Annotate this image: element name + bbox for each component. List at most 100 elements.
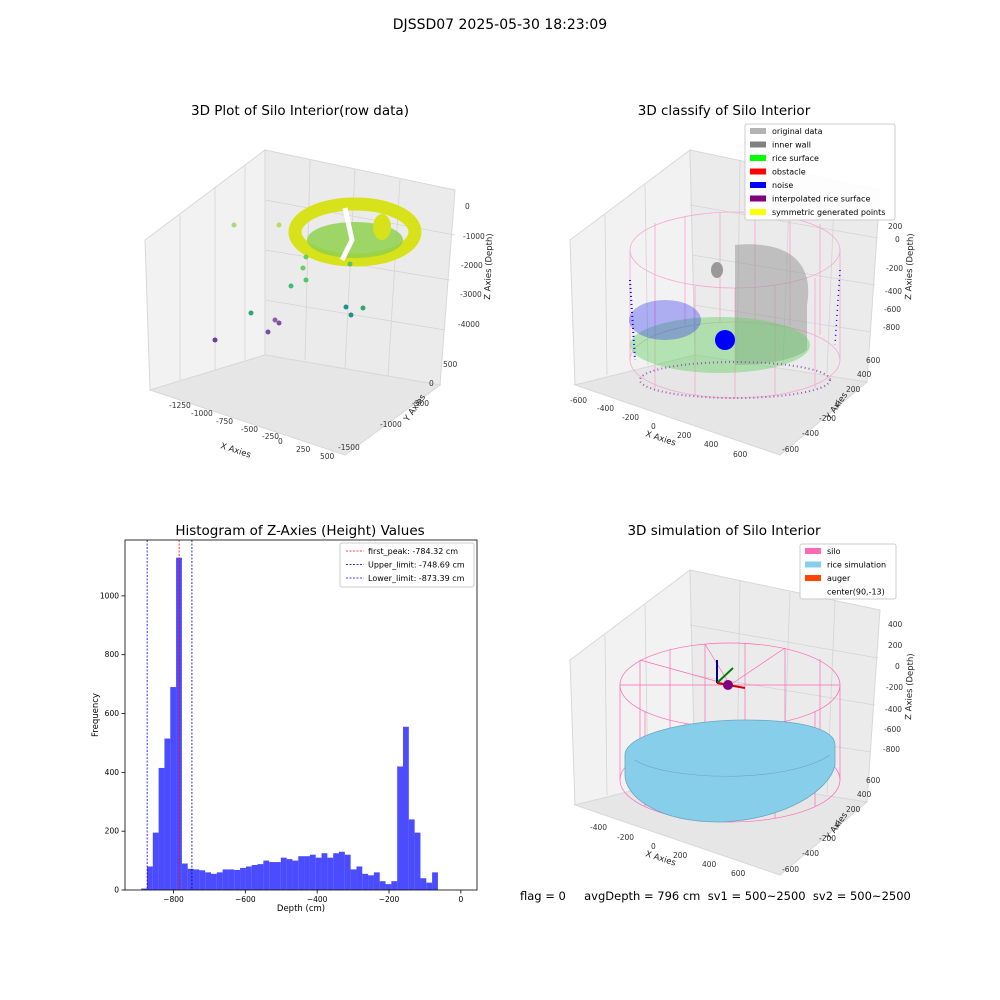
classify-z-tick: -600 <box>884 305 901 314</box>
simulation-x-tick: 0 <box>651 842 656 851</box>
legend-label: interpolated rice surface <box>772 195 870 204</box>
histogram-frame <box>124 539 478 891</box>
classify-x-label: X Axies <box>644 429 677 448</box>
histogram-bar <box>274 862 281 890</box>
classify-y-tick: 0 <box>835 400 840 409</box>
raw-z-tick: 0 <box>465 202 470 211</box>
classify-3d-plot: original data inner wall rice surface ob… <box>569 123 916 459</box>
simulation-z-tick: 200 <box>888 641 903 650</box>
histogram-x-tick-label: 0 <box>458 895 463 904</box>
simulation-z-ticks: -800 -600 -400 -200 0 200 400 <box>883 620 903 754</box>
simulation-x-tick: -200 <box>617 833 634 842</box>
legend-label: silo <box>827 547 841 556</box>
legend-swatch <box>750 141 766 148</box>
histogram-bar <box>344 854 351 890</box>
histogram-bar <box>420 878 427 890</box>
histogram-y-tick-label: 800 <box>105 650 120 659</box>
histogram-bar <box>315 857 322 890</box>
raw-x-tick: -250 <box>262 432 279 441</box>
histogram-bar <box>304 856 310 890</box>
simulation-x-tick: 400 <box>702 860 717 869</box>
auger-marker <box>716 660 746 690</box>
raw-z-ticks: -4000 -3000 -2000 -1000 0 <box>458 202 485 329</box>
raw-z-tick: -1000 <box>463 232 485 241</box>
raw-y-tick: -1500 <box>338 443 360 452</box>
raw-x-tick: -1250 <box>169 401 191 410</box>
raw-point-cloud <box>212 197 422 343</box>
histogram-x-ticks: −800 −600 −400 −200 0 <box>163 890 463 904</box>
classify-x-tick: 600 <box>733 450 748 459</box>
simulation-y-tick: -200 <box>819 834 836 843</box>
histogram-y-tick-label: 200 <box>105 827 120 836</box>
histogram-bar <box>228 869 235 890</box>
histogram-bar <box>193 869 200 890</box>
raw-x-label: X Axies <box>219 441 252 460</box>
histogram-bar <box>339 851 345 890</box>
histogram-bar <box>158 767 165 890</box>
histogram-bar <box>309 854 316 890</box>
legend-swatch <box>750 182 766 188</box>
legend-swatch <box>750 209 766 215</box>
histogram-bar <box>350 869 357 890</box>
histogram-bar <box>333 853 340 890</box>
simulation-z-tick: -200 <box>886 683 903 692</box>
legend-label: rice surface <box>772 154 819 163</box>
raw-y-tick: -500 <box>412 399 429 408</box>
histogram-bar <box>373 872 380 890</box>
classify-x-tick: 400 <box>704 440 719 449</box>
simulation-y-tick: 600 <box>866 776 881 785</box>
simulation-3d-plot: silo rice simulation auger center(90,-13… <box>569 543 916 878</box>
histogram-chart: −800 −600 −400 −200 0 0 200 400 600 800 1000 Dept… <box>91 539 478 914</box>
simulation-z-tick: 0 <box>895 662 900 671</box>
simulation-x-tick: 600 <box>731 869 746 878</box>
simulation-x-tick: 200 <box>673 851 688 860</box>
classify-legend-items: original data inner wall rice surface ob… <box>750 127 885 217</box>
raw-y-tick: -1000 <box>380 420 402 429</box>
histogram-y-ticks: 0 200 400 600 800 1000 <box>100 591 125 895</box>
simulation-z-tick: -400 <box>885 705 902 714</box>
classify-y-tick: 600 <box>866 356 881 365</box>
histogram-bar <box>170 687 177 890</box>
legend-swatch <box>750 155 766 161</box>
histogram-bar <box>251 865 258 890</box>
classify-y-tick: -400 <box>802 429 819 438</box>
histogram-bar <box>286 859 293 890</box>
legend-label: auger <box>827 574 851 583</box>
legend-label: inner wall <box>772 141 811 150</box>
histogram-x-tick-label: −200 <box>379 895 400 904</box>
raw-z-tick: -4000 <box>458 320 480 329</box>
histogram-plot-area <box>141 540 438 890</box>
histogram-x-tick-label: −400 <box>307 895 328 904</box>
simulation-y-ticks: -600 -400 -200 0 200 400 600 <box>782 776 881 874</box>
rice-simulation-surface <box>624 719 836 823</box>
histogram-bar <box>164 738 171 890</box>
histogram-bar <box>356 866 363 890</box>
raw-x-tick: 0 <box>278 437 283 446</box>
histogram-bar <box>368 875 374 890</box>
classify-legend: original data inner wall rice surface ob… <box>744 123 896 221</box>
raw-y-tick: 0 <box>429 379 434 388</box>
classify-z-ticks: -800 -600 -400 -200 0 200 <box>883 222 903 332</box>
histogram-bar <box>391 881 398 890</box>
classify-x-tick: -600 <box>570 396 587 405</box>
raw-x-tick: -750 <box>216 417 233 426</box>
histogram-bar <box>408 819 415 890</box>
raw-plot-title: 3D Plot of Silo Interior(row data) <box>191 103 409 119</box>
legend-label: first_peak: -784.32 cm <box>368 547 458 556</box>
histogram-bar <box>187 868 194 890</box>
classify-x-tick: 0 <box>651 422 656 431</box>
legend-label: symmetric generated points <box>772 208 885 217</box>
simulation-x-ticks: -400 -200 0 200 400 600 <box>590 823 746 878</box>
classify-z-tick: -800 <box>883 323 900 332</box>
raw-z-label: Z Axies (Depth) <box>483 233 495 300</box>
raw-x-tick: -500 <box>241 425 258 434</box>
classify-y-tick: -200 <box>819 414 836 423</box>
classify-plot-title: 3D classify of Silo Interior <box>637 103 811 119</box>
histogram-bar <box>210 873 217 890</box>
simulation-y-tick: -400 <box>802 849 819 858</box>
histogram-title: Histogram of Z-Axies (Height) Values <box>175 523 425 539</box>
histogram-bar <box>141 888 147 890</box>
raw-y-ticks: -1500 -1000 -500 0 500 <box>338 360 458 452</box>
classify-y-ticks: -600 -400 -200 0 200 400 600 <box>782 356 881 454</box>
simulation-x-tick: -400 <box>590 823 607 832</box>
